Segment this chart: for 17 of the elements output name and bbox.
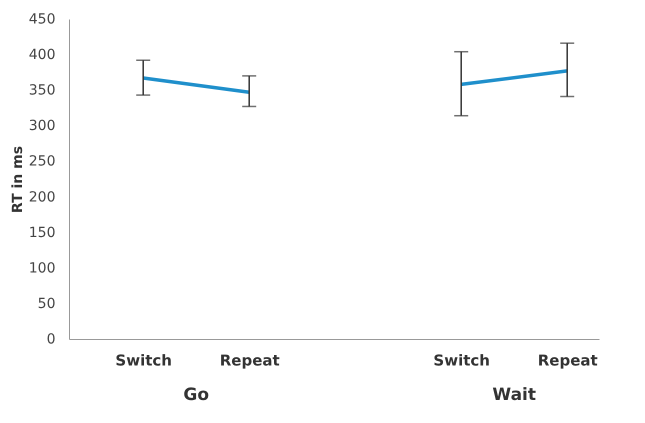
y-tick-label: 400 <box>28 47 56 64</box>
y-tick-label: 250 <box>28 154 56 170</box>
x-tick-label: Switch <box>115 352 172 370</box>
y-tick-label: 150 <box>28 224 56 241</box>
x-tick-label: Repeat <box>538 352 598 370</box>
x-tick-label: Switch <box>433 352 490 370</box>
y-tick-label: 350 <box>28 82 56 99</box>
text: Wait <box>492 385 536 405</box>
y-tick-label: 0 <box>46 332 56 348</box>
y-tick-label: 100 <box>28 260 56 276</box>
y-axis-title: RT in ms <box>10 146 26 214</box>
y-tick-label: 200 <box>28 189 56 206</box>
y-tick-label: 50 <box>38 296 56 312</box>
text: Go <box>183 385 210 405</box>
y-tick-label: 450 <box>28 12 56 28</box>
x-tick-label: Repeat <box>220 352 280 370</box>
y-tick-label: 300 <box>28 118 56 134</box>
